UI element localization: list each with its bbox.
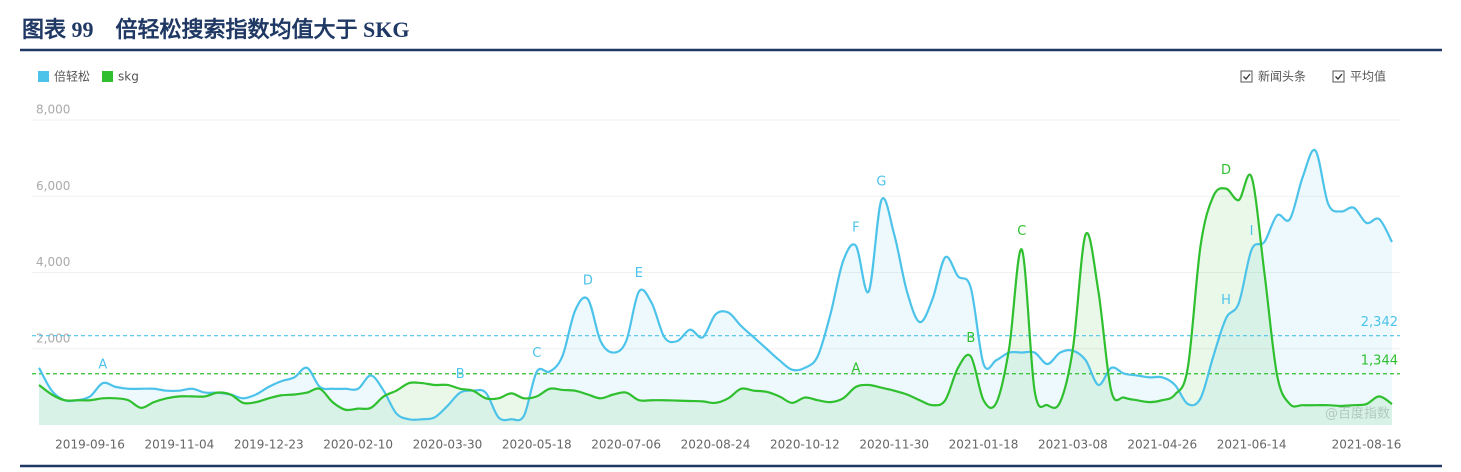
point-label: D bbox=[583, 274, 593, 289]
control-news[interactable]: 新闻头条 bbox=[1240, 69, 1306, 84]
x-tick-label: 2021-01-18 bbox=[949, 438, 1019, 452]
y-tick-label: 6,000 bbox=[36, 179, 70, 193]
line bbox=[38, 148, 1393, 422]
x-tick-label: 2020-10-12 bbox=[770, 438, 840, 452]
x-tick-label: 2020-11-30 bbox=[859, 438, 929, 452]
point-label: G bbox=[876, 175, 886, 190]
point-label: E bbox=[635, 266, 643, 281]
x-tick-label: 2019-11-04 bbox=[145, 438, 215, 452]
point-label: C bbox=[1017, 224, 1026, 239]
line bbox=[38, 173, 1393, 412]
x-tick-label: 2021-08-16 bbox=[1332, 438, 1402, 452]
control-label: 平均值 bbox=[1350, 69, 1386, 84]
check-icon bbox=[1335, 73, 1343, 80]
x-tick-label: 2021-06-14 bbox=[1217, 438, 1287, 452]
y-tick-label: 8,000 bbox=[36, 103, 70, 117]
x-tick-label: 2019-12-23 bbox=[234, 438, 304, 452]
legend-swatch bbox=[102, 71, 114, 82]
check-icon bbox=[1243, 73, 1251, 80]
point-label: A bbox=[98, 358, 107, 373]
legend-label: 倍轻松 bbox=[54, 69, 90, 84]
legend-swatch bbox=[38, 71, 49, 82]
x-tick-label: 2020-07-06 bbox=[591, 438, 661, 452]
point-label: H bbox=[1221, 293, 1231, 308]
x-tick-label: 2020-08-24 bbox=[681, 438, 751, 452]
chart-title: 图表 99 倍轻松搜索指数均值大于 SKG bbox=[22, 17, 409, 42]
average-label: 1,344 bbox=[1361, 353, 1398, 368]
y-tick-label: 4,000 bbox=[36, 255, 70, 269]
x-tick-label: 2020-02-10 bbox=[323, 438, 393, 452]
x-tick-label: 2020-03-30 bbox=[413, 438, 483, 452]
x-tick-label: 2021-04-26 bbox=[1127, 438, 1197, 452]
point-label: B bbox=[456, 367, 465, 382]
y-tick-label: 2,000 bbox=[36, 331, 70, 345]
x-tick-label: 2020-05-18 bbox=[502, 438, 572, 452]
checkbox[interactable] bbox=[1332, 70, 1345, 83]
point-label: D bbox=[1221, 163, 1231, 178]
control-label: 新闻头条 bbox=[1258, 69, 1306, 84]
checkbox[interactable] bbox=[1240, 70, 1253, 83]
x-tick-label: 2019-09-16 bbox=[55, 438, 125, 452]
point-label: I bbox=[1250, 224, 1254, 239]
x-tick-label: 2021-03-08 bbox=[1038, 438, 1108, 452]
point-label: F bbox=[852, 220, 859, 235]
point-label: B bbox=[966, 331, 975, 346]
legend-label: skg bbox=[118, 70, 139, 84]
point-label: A bbox=[851, 361, 860, 376]
watermark: @百度指数 bbox=[1325, 406, 1390, 422]
average-label: 2,342 bbox=[1361, 315, 1398, 330]
area bbox=[39, 174, 1392, 425]
control-average[interactable]: 平均值 bbox=[1332, 69, 1386, 84]
point-label: C bbox=[532, 346, 541, 361]
